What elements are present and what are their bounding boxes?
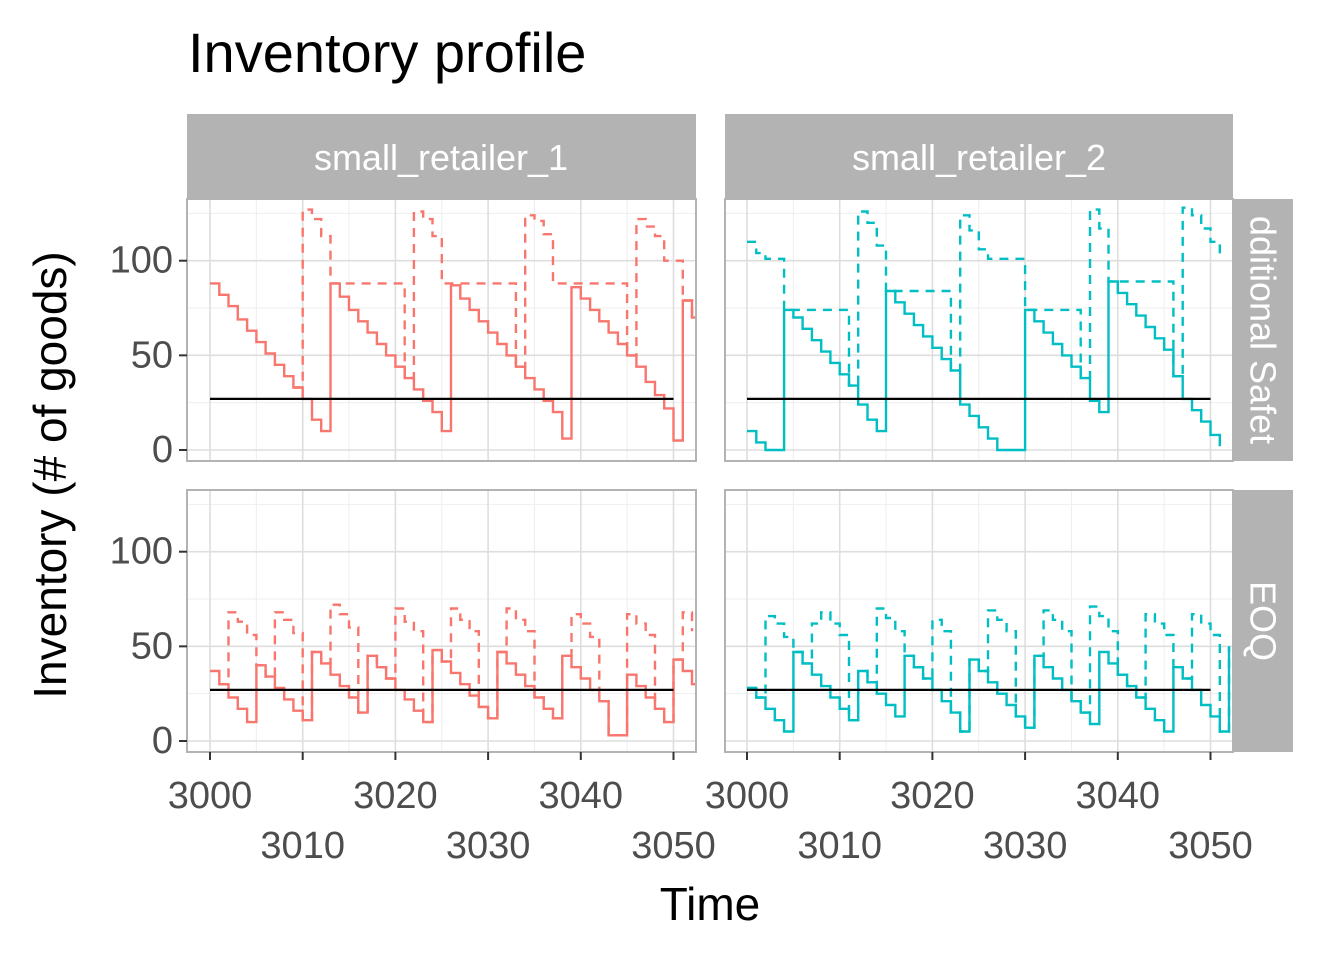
- y-tick-label: 0: [152, 429, 173, 471]
- row-strip-label-1: dditional Safet: [1243, 216, 1284, 444]
- panel-r1-c1: [186, 198, 697, 462]
- panel-data: [747, 605, 1231, 733]
- panel-r2-c1: [186, 489, 697, 753]
- x-tick-label: 3000: [168, 775, 253, 817]
- inventory-position-line: [293, 208, 696, 389]
- panel-data: [747, 206, 1221, 452]
- y-tick-label: 100: [110, 531, 173, 573]
- on-hand-inventory-line: [210, 282, 696, 442]
- col-strip-bg-2: [725, 114, 1233, 198]
- panel-data: [210, 208, 696, 442]
- x-tick-label: 3040: [539, 775, 624, 817]
- y-tick-label: 50: [131, 625, 173, 667]
- y-tick-label: 50: [131, 334, 173, 376]
- y-axis-title: Inventory (# of goods): [24, 251, 76, 698]
- col-strip-label-1: small_retailer_1: [314, 137, 568, 178]
- col-strip-bg-1: [187, 114, 696, 198]
- x-tick-label: 3000: [705, 775, 790, 817]
- column-strips: small_retailer_1 small_retailer_2: [187, 114, 1233, 198]
- inventory-position-line: [219, 603, 694, 737]
- x-tick-label: 3030: [446, 825, 531, 867]
- on-hand-inventory-line: [210, 648, 696, 737]
- x-tick-label: 3020: [353, 775, 438, 817]
- y-axis-ticks: 0 50 100 0 50 100: [110, 240, 187, 762]
- chart-title: Inventory profile: [188, 21, 586, 84]
- x-tick-label: 3020: [890, 775, 975, 817]
- y-tick-label: 100: [110, 240, 173, 282]
- x-axis-ticks: 3000301030203030304030503000301030203030…: [168, 752, 1253, 867]
- row-strip-label-2: EOQ: [1243, 581, 1284, 661]
- x-tick-label: 3050: [631, 825, 716, 867]
- panel-r2-c2: [724, 489, 1234, 753]
- x-tick-label: 3010: [260, 825, 345, 867]
- row-strip-bg-2: [1233, 490, 1293, 752]
- col-strip-label-2: small_retailer_2: [852, 137, 1106, 178]
- panel-border: [724, 489, 1234, 753]
- facet-panels: [186, 198, 1234, 753]
- x-tick-label: 3010: [797, 825, 882, 867]
- panel-r1-c2: [724, 198, 1234, 462]
- x-tick-label: 3030: [983, 825, 1068, 867]
- x-tick-label: 3040: [1076, 775, 1161, 817]
- x-axis-title: Time: [660, 878, 761, 930]
- inventory-position-line: [747, 206, 1221, 387]
- panel-border: [724, 198, 1234, 462]
- panel-border: [186, 489, 697, 753]
- y-tick-label: 0: [152, 720, 173, 762]
- panel-border: [186, 198, 697, 462]
- on-hand-inventory-line: [747, 280, 1221, 452]
- row-strips: dditional Safet EOQ: [1233, 199, 1293, 752]
- inventory-position-line: [747, 605, 1231, 733]
- row-strip-bg-1: [1233, 199, 1293, 461]
- panel-data: [210, 603, 696, 737]
- x-tick-label: 3050: [1168, 825, 1253, 867]
